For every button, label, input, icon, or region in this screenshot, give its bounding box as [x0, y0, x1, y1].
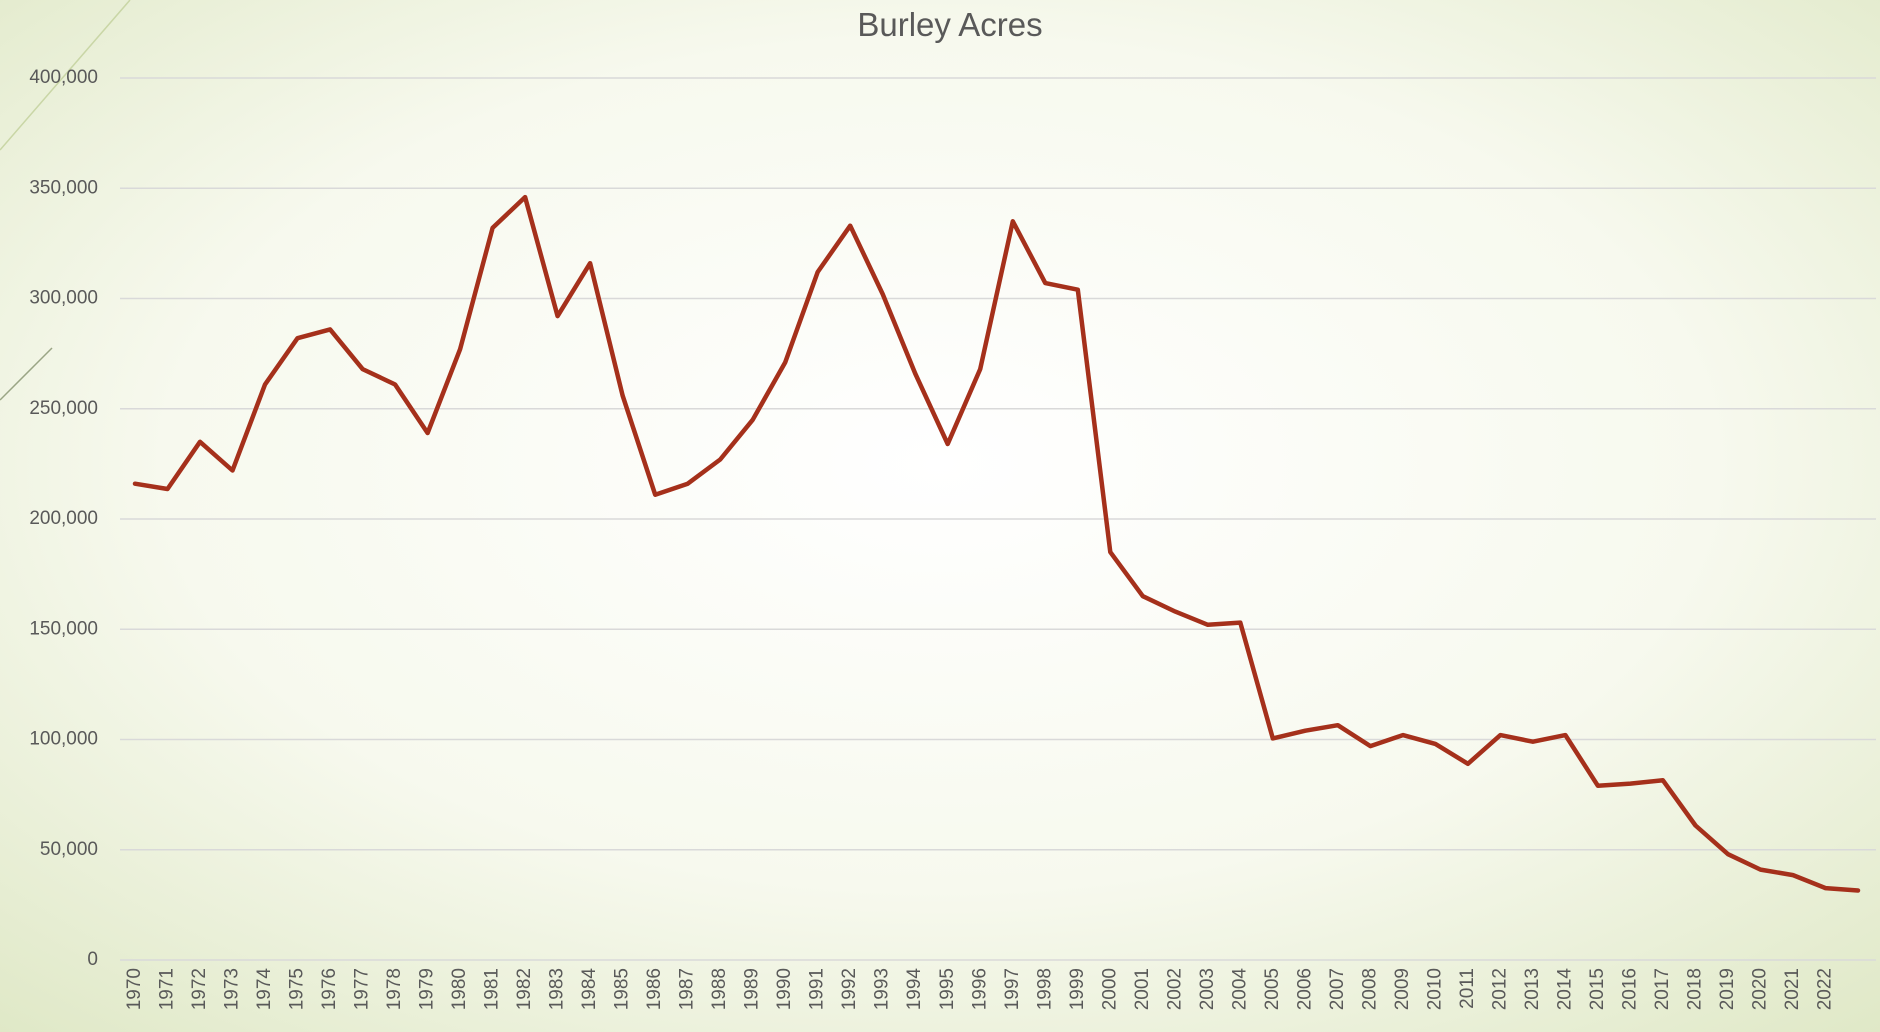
- x-tick-label: 2002: [1164, 968, 1185, 1010]
- x-tick-label: 1979: [417, 968, 438, 1010]
- y-tick-label: 150,000: [29, 618, 98, 639]
- decor-line: [0, 347, 53, 401]
- x-tick-label: 1996: [969, 968, 990, 1010]
- x-tick-label: 1972: [189, 968, 210, 1010]
- series-line: [132, 194, 1861, 893]
- x-tick-label: 2015: [1587, 968, 1608, 1010]
- y-tick-label: 250,000: [29, 398, 98, 419]
- x-tick-label: 2013: [1522, 968, 1543, 1010]
- x-tick-label: 1980: [449, 968, 470, 1010]
- x-tick-label: 2001: [1132, 968, 1153, 1010]
- x-tick-label: 1997: [1002, 968, 1023, 1010]
- x-tick-label: 2022: [1815, 968, 1836, 1010]
- x-tick-label: 2011: [1457, 968, 1478, 1009]
- x-tick-label: 2012: [1489, 968, 1510, 1010]
- x-tick-label: 1977: [352, 968, 373, 1010]
- y-tick-label: 200,000: [29, 508, 98, 529]
- y-tick-label: 400,000: [29, 67, 98, 88]
- x-tick-label: 2014: [1554, 968, 1575, 1011]
- chart-title: Burley Acres: [857, 6, 1042, 43]
- x-tick-label: 1989: [742, 968, 763, 1010]
- x-tick-label: 1999: [1067, 968, 1088, 1010]
- x-tick-label: 1990: [774, 968, 795, 1010]
- y-tick-label: 350,000: [29, 177, 98, 198]
- x-tick-label: 2004: [1229, 968, 1250, 1011]
- x-tick-label: 2017: [1652, 968, 1673, 1010]
- x-tick-label: 1971: [157, 968, 178, 1010]
- x-tick-label: 1988: [709, 968, 730, 1010]
- x-tick-label: 2019: [1717, 968, 1738, 1010]
- x-tick-label: 1991: [807, 968, 828, 1010]
- x-tick-label: 1974: [254, 968, 275, 1011]
- y-tick-label: 300,000: [29, 288, 98, 309]
- x-tick-label: 1983: [547, 968, 568, 1010]
- y-tick-label: 100,000: [29, 729, 98, 750]
- x-tick-label: 2005: [1262, 968, 1283, 1010]
- x-tick-label: 1987: [677, 968, 698, 1010]
- x-tick-label: 2000: [1099, 968, 1120, 1010]
- decor-line: [0, 0, 131, 151]
- x-tick-label: 1975: [287, 968, 308, 1010]
- y-tick-label: 50,000: [40, 839, 98, 860]
- x-tick-label: 1970: [124, 968, 145, 1010]
- y-tick-label: 0: [87, 949, 98, 970]
- x-tick-label: 1973: [222, 968, 243, 1010]
- x-tick-label: 1994: [904, 968, 925, 1011]
- x-tick-label: 1976: [319, 968, 340, 1010]
- x-tick-label: 2008: [1359, 968, 1380, 1010]
- x-tick-label: 1986: [644, 968, 665, 1010]
- x-tick-label: 2020: [1749, 968, 1770, 1010]
- x-tick-label: 1993: [872, 968, 893, 1010]
- x-tick-label: 2016: [1619, 968, 1640, 1010]
- x-tick-label: 1998: [1034, 968, 1055, 1010]
- x-tick-label: 1982: [514, 968, 535, 1010]
- x-tick-label: 1981: [482, 968, 503, 1010]
- x-tick-label: 2006: [1294, 968, 1315, 1010]
- x-tick-label: 2018: [1684, 968, 1705, 1010]
- x-tick-label: 2021: [1782, 968, 1803, 1010]
- x-tick-label: 1992: [839, 968, 860, 1010]
- x-tick-label: 1984: [579, 968, 600, 1011]
- x-tick-label: 2010: [1424, 968, 1445, 1010]
- x-tick-label: 2007: [1327, 968, 1348, 1010]
- x-tick-label: 2003: [1197, 968, 1218, 1010]
- x-tick-label: 1995: [937, 968, 958, 1010]
- x-tick-label: 1985: [612, 968, 633, 1010]
- x-tick-label: 2009: [1392, 968, 1413, 1010]
- x-tick-label: 1978: [384, 968, 405, 1010]
